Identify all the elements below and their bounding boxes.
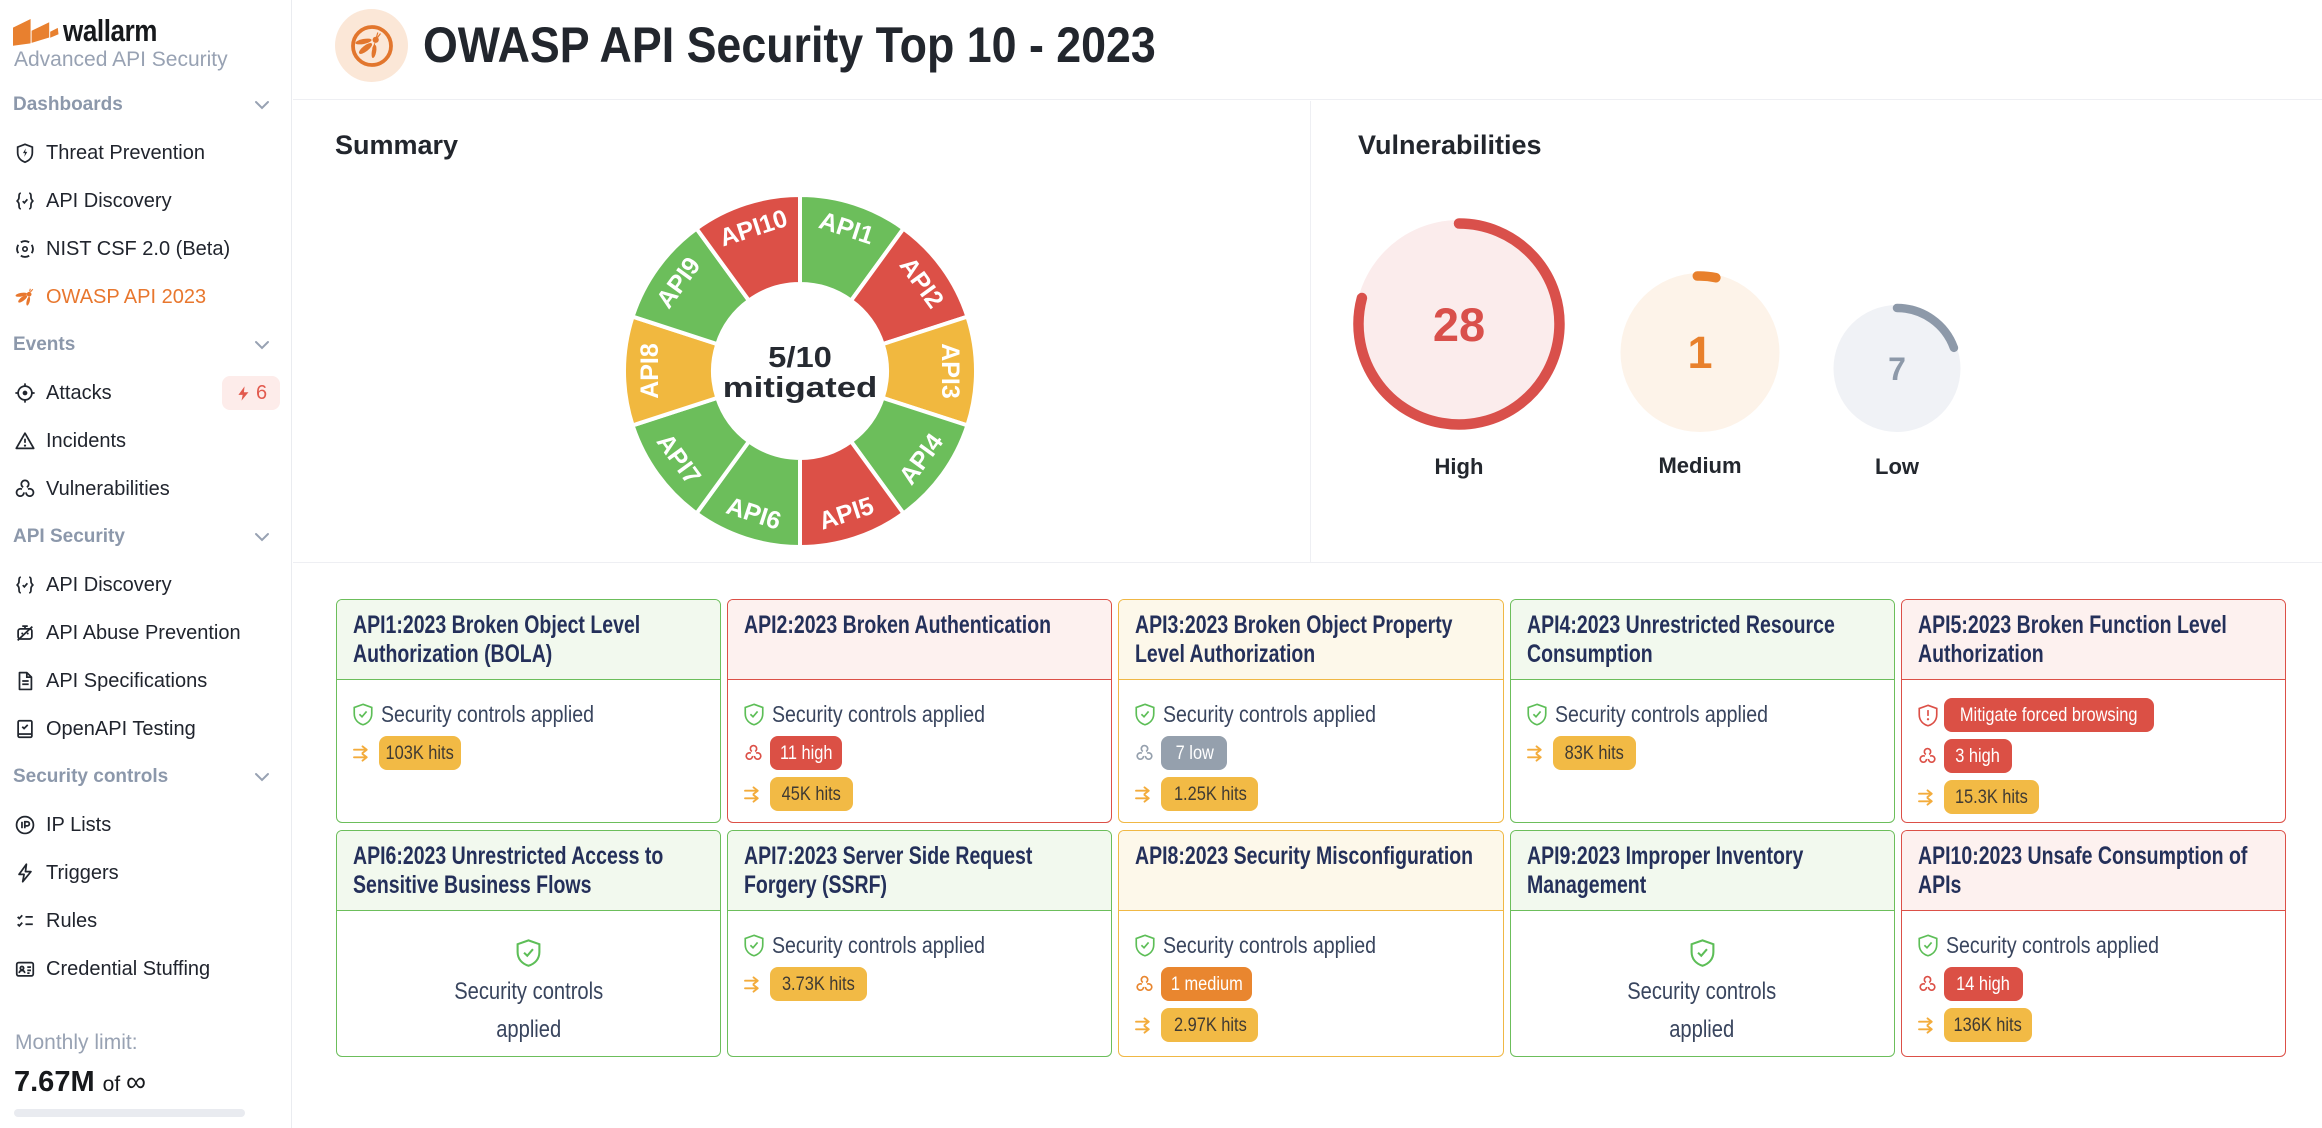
svg-text:High: High: [1435, 454, 1484, 479]
svg-text:API8: API8: [636, 343, 664, 399]
svg-text:Low: Low: [1875, 454, 1920, 479]
svg-text:7: 7: [1888, 351, 1906, 387]
svg-text:1: 1: [1687, 327, 1712, 378]
svg-text:5/10: 5/10: [768, 341, 832, 374]
svg-text:28: 28: [1433, 298, 1485, 351]
svg-text:mitigated: mitigated: [723, 371, 878, 404]
svg-text:Medium: Medium: [1658, 453, 1741, 478]
svg-text:API3: API3: [936, 343, 964, 399]
